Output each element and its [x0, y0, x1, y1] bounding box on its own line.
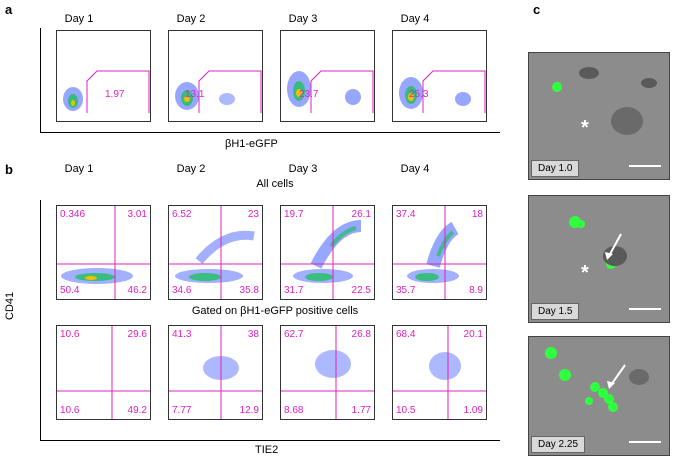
b-row2-d2-br: 12.9 — [239, 405, 259, 416]
b-row1-plot-day-3: 19.7 26.1 31.7 22.5 — [280, 205, 375, 300]
b-row1-plot-day-4: 37.4 18 35.7 8.9 — [392, 205, 487, 300]
b-row2-plot-day-4: 68.4 20.1 10.5 1.09 — [392, 325, 487, 420]
b-row1-scatter-day-2 — [169, 206, 262, 299]
b-day-3-label: Day 3 — [288, 163, 318, 175]
b-row1-d3-bl: 31.7 — [284, 285, 304, 296]
a-day-2-label: Day 2 — [176, 13, 206, 25]
b-row2-scatter-day-3 — [281, 326, 374, 419]
a-day-4-label: Day 4 — [400, 13, 430, 25]
b-row1-d2-tr: 23 — [247, 209, 259, 220]
b-row1-d4-bl: 35.7 — [396, 285, 416, 296]
c-image-1-texture — [529, 53, 669, 179]
a-scatter-day-1 — [63, 70, 150, 113]
b-row2-d3-br: 1.77 — [351, 405, 371, 416]
c-image-3-texture — [529, 337, 669, 455]
a-xlabel: βH1-eGFP — [225, 138, 278, 150]
b-row1-plot-day-1: 0.346 3.01 50.4 46.2 — [56, 205, 151, 300]
c-image-day-1-5: * Day 1.5 — [528, 195, 670, 323]
panel-letter-a: a — [5, 2, 13, 17]
panel-letter-c: c — [533, 2, 541, 17]
b-row2-plot-day-2: 41.3 38 7.77 12.9 — [168, 325, 263, 420]
b-row2-plot-day-3: 62.7 26.8 8.68 1.77 — [280, 325, 375, 420]
b-row2-scatter-day-2 — [169, 326, 262, 419]
b-row1-d1-tr: 3.01 — [127, 209, 147, 220]
b-axis-frame-left — [40, 200, 41, 440]
b-row1-d2-tl: 6.52 — [172, 209, 192, 220]
b-row1-d1-bl: 50.4 — [60, 285, 80, 296]
b-row2-title: Gated on βH1-eGFP positive cells — [191, 305, 359, 317]
b-row2-plot-day-1: 10.6 29.6 10.6 49.2 — [56, 325, 151, 420]
a-axis-frame-left — [40, 28, 41, 132]
a-axis-frame — [40, 132, 500, 133]
a-scatter-day-4 — [399, 70, 486, 113]
a-gate-value-day-3: 23.7 — [299, 89, 319, 100]
b-row1-d3-br: 22.5 — [351, 285, 371, 296]
c-image-2-label: Day 1.5 — [531, 303, 580, 320]
c-image-3-label: Day 2.25 — [531, 436, 586, 453]
scale-bar — [629, 441, 661, 443]
b-row1-scatter-day-1 — [57, 206, 150, 299]
a-scatter-day-3 — [287, 70, 374, 113]
c-image-day-2-25: Day 2.25 — [528, 336, 670, 456]
b-row2-scatter-day-1 — [57, 326, 150, 419]
b-day-1-label: Day 1 — [64, 163, 94, 175]
b-row2-d4-br: 1.09 — [463, 405, 483, 416]
c-image-1-label: Day 1.0 — [531, 160, 580, 177]
b-row1-d4-tr: 18 — [471, 209, 483, 220]
b-row2-d4-bl: 10.5 — [396, 405, 416, 416]
b-xlabel: TIE2 — [255, 444, 279, 456]
b-axis-frame — [40, 440, 500, 441]
scale-bar — [629, 308, 661, 310]
a-plot-day-1: 1.97 — [56, 30, 151, 122]
b-row2-d1-bl: 10.6 — [60, 405, 80, 416]
b-row2-d2-tl: 41.3 — [172, 329, 192, 340]
b-row2-d1-tr: 29.6 — [127, 329, 147, 340]
b-row1-d1-tl: 0.346 — [60, 209, 86, 220]
b-row2-d2-tr: 38 — [247, 329, 259, 340]
b-row1-scatter-day-3 — [281, 206, 374, 299]
b-ylabel: CD41 — [4, 291, 16, 320]
a-day-1-label: Day 1 — [64, 13, 94, 25]
a-gate-value-day-4: 25.3 — [409, 89, 429, 100]
a-gate-value-day-1: 1.97 — [105, 89, 125, 100]
a-plot-day-3: 23.7 — [280, 30, 375, 122]
b-row2-d3-bl: 8.68 — [284, 405, 304, 416]
b-row1-d1-br: 46.2 — [127, 285, 147, 296]
c-image-2-texture — [529, 196, 669, 322]
b-row1-d2-bl: 34.6 — [172, 285, 192, 296]
b-row2-d3-tl: 62.7 — [284, 329, 304, 340]
asterisk-marker: * — [581, 117, 589, 139]
b-row2-d1-tl: 10.6 — [60, 329, 80, 340]
b-day-4-label: Day 4 — [400, 163, 430, 175]
b-row1-scatter-day-4 — [393, 206, 486, 299]
b-row1-d3-tr: 26.1 — [351, 209, 371, 220]
c-image-day-1-0: * Day 1.0 — [528, 52, 670, 180]
b-row1-d4-br: 8.9 — [469, 285, 483, 296]
scale-bar — [629, 165, 661, 167]
b-row2-d3-tr: 26.8 — [351, 329, 371, 340]
b-row1-title: All cells — [256, 178, 294, 190]
b-row2-d4-tl: 68.4 — [396, 329, 416, 340]
b-row2-d4-tr: 20.1 — [463, 329, 483, 340]
b-row1-plot-day-2: 6.52 23 34.6 35.8 — [168, 205, 263, 300]
panel-letter-b: b — [5, 162, 13, 177]
a-plot-day-4: 25.3 — [392, 30, 487, 122]
b-row2-scatter-day-4 — [393, 326, 486, 419]
b-row2-d2-bl: 7.77 — [172, 405, 192, 416]
a-plot-day-2: 13.1 — [168, 30, 263, 122]
b-row1-d2-br: 35.8 — [239, 285, 259, 296]
b-day-2-label: Day 2 — [176, 163, 206, 175]
asterisk-marker: * — [581, 262, 589, 284]
b-row1-d4-tl: 37.4 — [396, 209, 416, 220]
b-row1-d3-tl: 19.7 — [284, 209, 304, 220]
a-gate-value-day-2: 13.1 — [185, 89, 205, 100]
b-row2-d1-br: 49.2 — [127, 405, 147, 416]
a-day-3-label: Day 3 — [288, 13, 318, 25]
a-scatter-day-2 — [175, 70, 262, 113]
